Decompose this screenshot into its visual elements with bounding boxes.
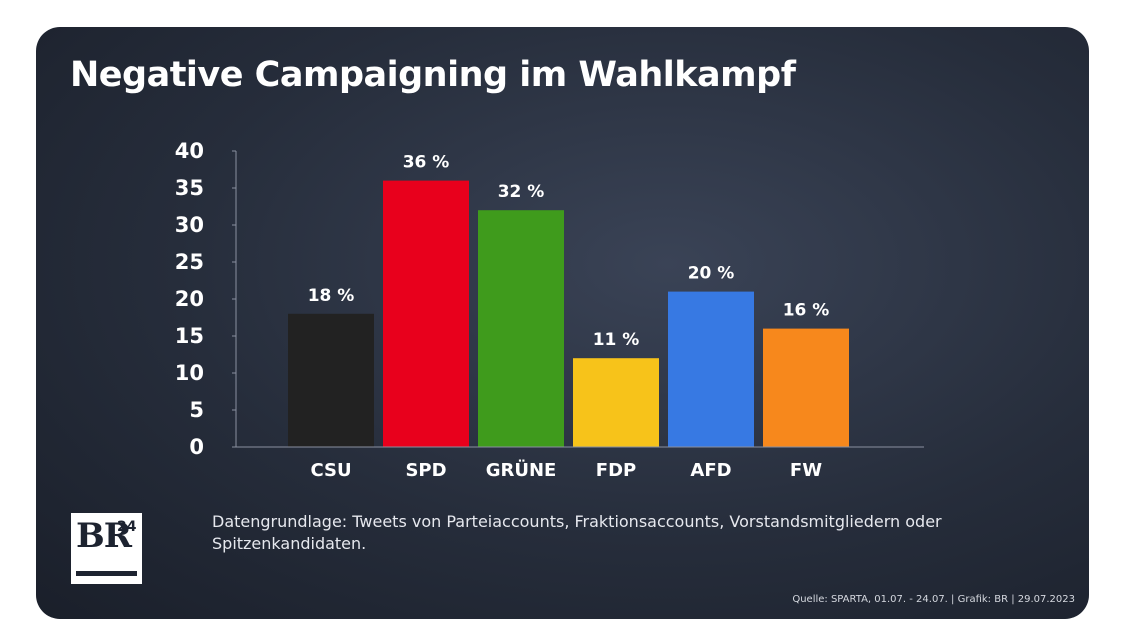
y-tick-label: 10: [175, 361, 204, 385]
logo-underline: [76, 571, 137, 576]
x-tick-label: GRÜNE: [486, 459, 557, 481]
y-tick-label: 40: [175, 139, 204, 163]
y-tick-label: 35: [175, 176, 204, 200]
bar-spd: [383, 180, 469, 447]
data-labels: 18 % 36 % 32 % 11 % 20 % 16 %: [308, 153, 830, 351]
data-basis-note: Datengrundlage: Tweets von Parteiaccount…: [212, 512, 942, 553]
bar-afd: [668, 291, 754, 447]
data-label: 18 %: [308, 286, 355, 306]
bar-grüne: [478, 210, 564, 447]
data-label: 16 %: [783, 301, 830, 321]
x-tick-label: CSU: [310, 460, 351, 481]
y-tick-label: 0: [189, 435, 204, 459]
logo-text: BR: [76, 516, 132, 556]
y-tick-label: 20: [175, 287, 204, 311]
y-axis: 0 5 10 15 20 25 30 35 40: [175, 139, 237, 459]
bar-chart: 0 5 10 15 20 25 30 35 40 18 % 36 % 32 % 11 % 20 % 16 …: [175, 139, 924, 481]
x-tick-label: FDP: [596, 460, 636, 481]
br24-logo: BR 24: [71, 513, 142, 584]
bar-csu: [288, 313, 374, 447]
data-label: 36 %: [403, 153, 450, 173]
chart-card: Negative Campaigning im Wahlkampf 0 5 10 15…: [36, 27, 1089, 619]
x-tick-label: AFD: [690, 460, 731, 481]
x-tick-label: SPD: [405, 460, 446, 481]
data-label: 20 %: [688, 264, 735, 284]
logo-superscript: 24: [117, 519, 137, 535]
y-tick-label: 15: [175, 324, 204, 348]
data-label: 11 %: [593, 330, 640, 350]
y-tick-label: 30: [175, 213, 204, 237]
x-tick-label: FW: [790, 460, 822, 481]
source-line: Quelle: SPARTA, 01.07. - 24.07. | Grafik…: [792, 594, 1075, 605]
y-tick-label: 25: [175, 250, 204, 274]
y-tick-label: 5: [189, 398, 204, 422]
bar-fw: [763, 328, 849, 447]
bar-fdp: [573, 358, 659, 447]
chart-title: Negative Campaigning im Wahlkampf: [70, 55, 796, 95]
data-label: 32 %: [498, 182, 545, 202]
bars: [288, 180, 849, 447]
x-axis: CSU SPD GRÜNE FDP AFD FW: [236, 446, 924, 481]
